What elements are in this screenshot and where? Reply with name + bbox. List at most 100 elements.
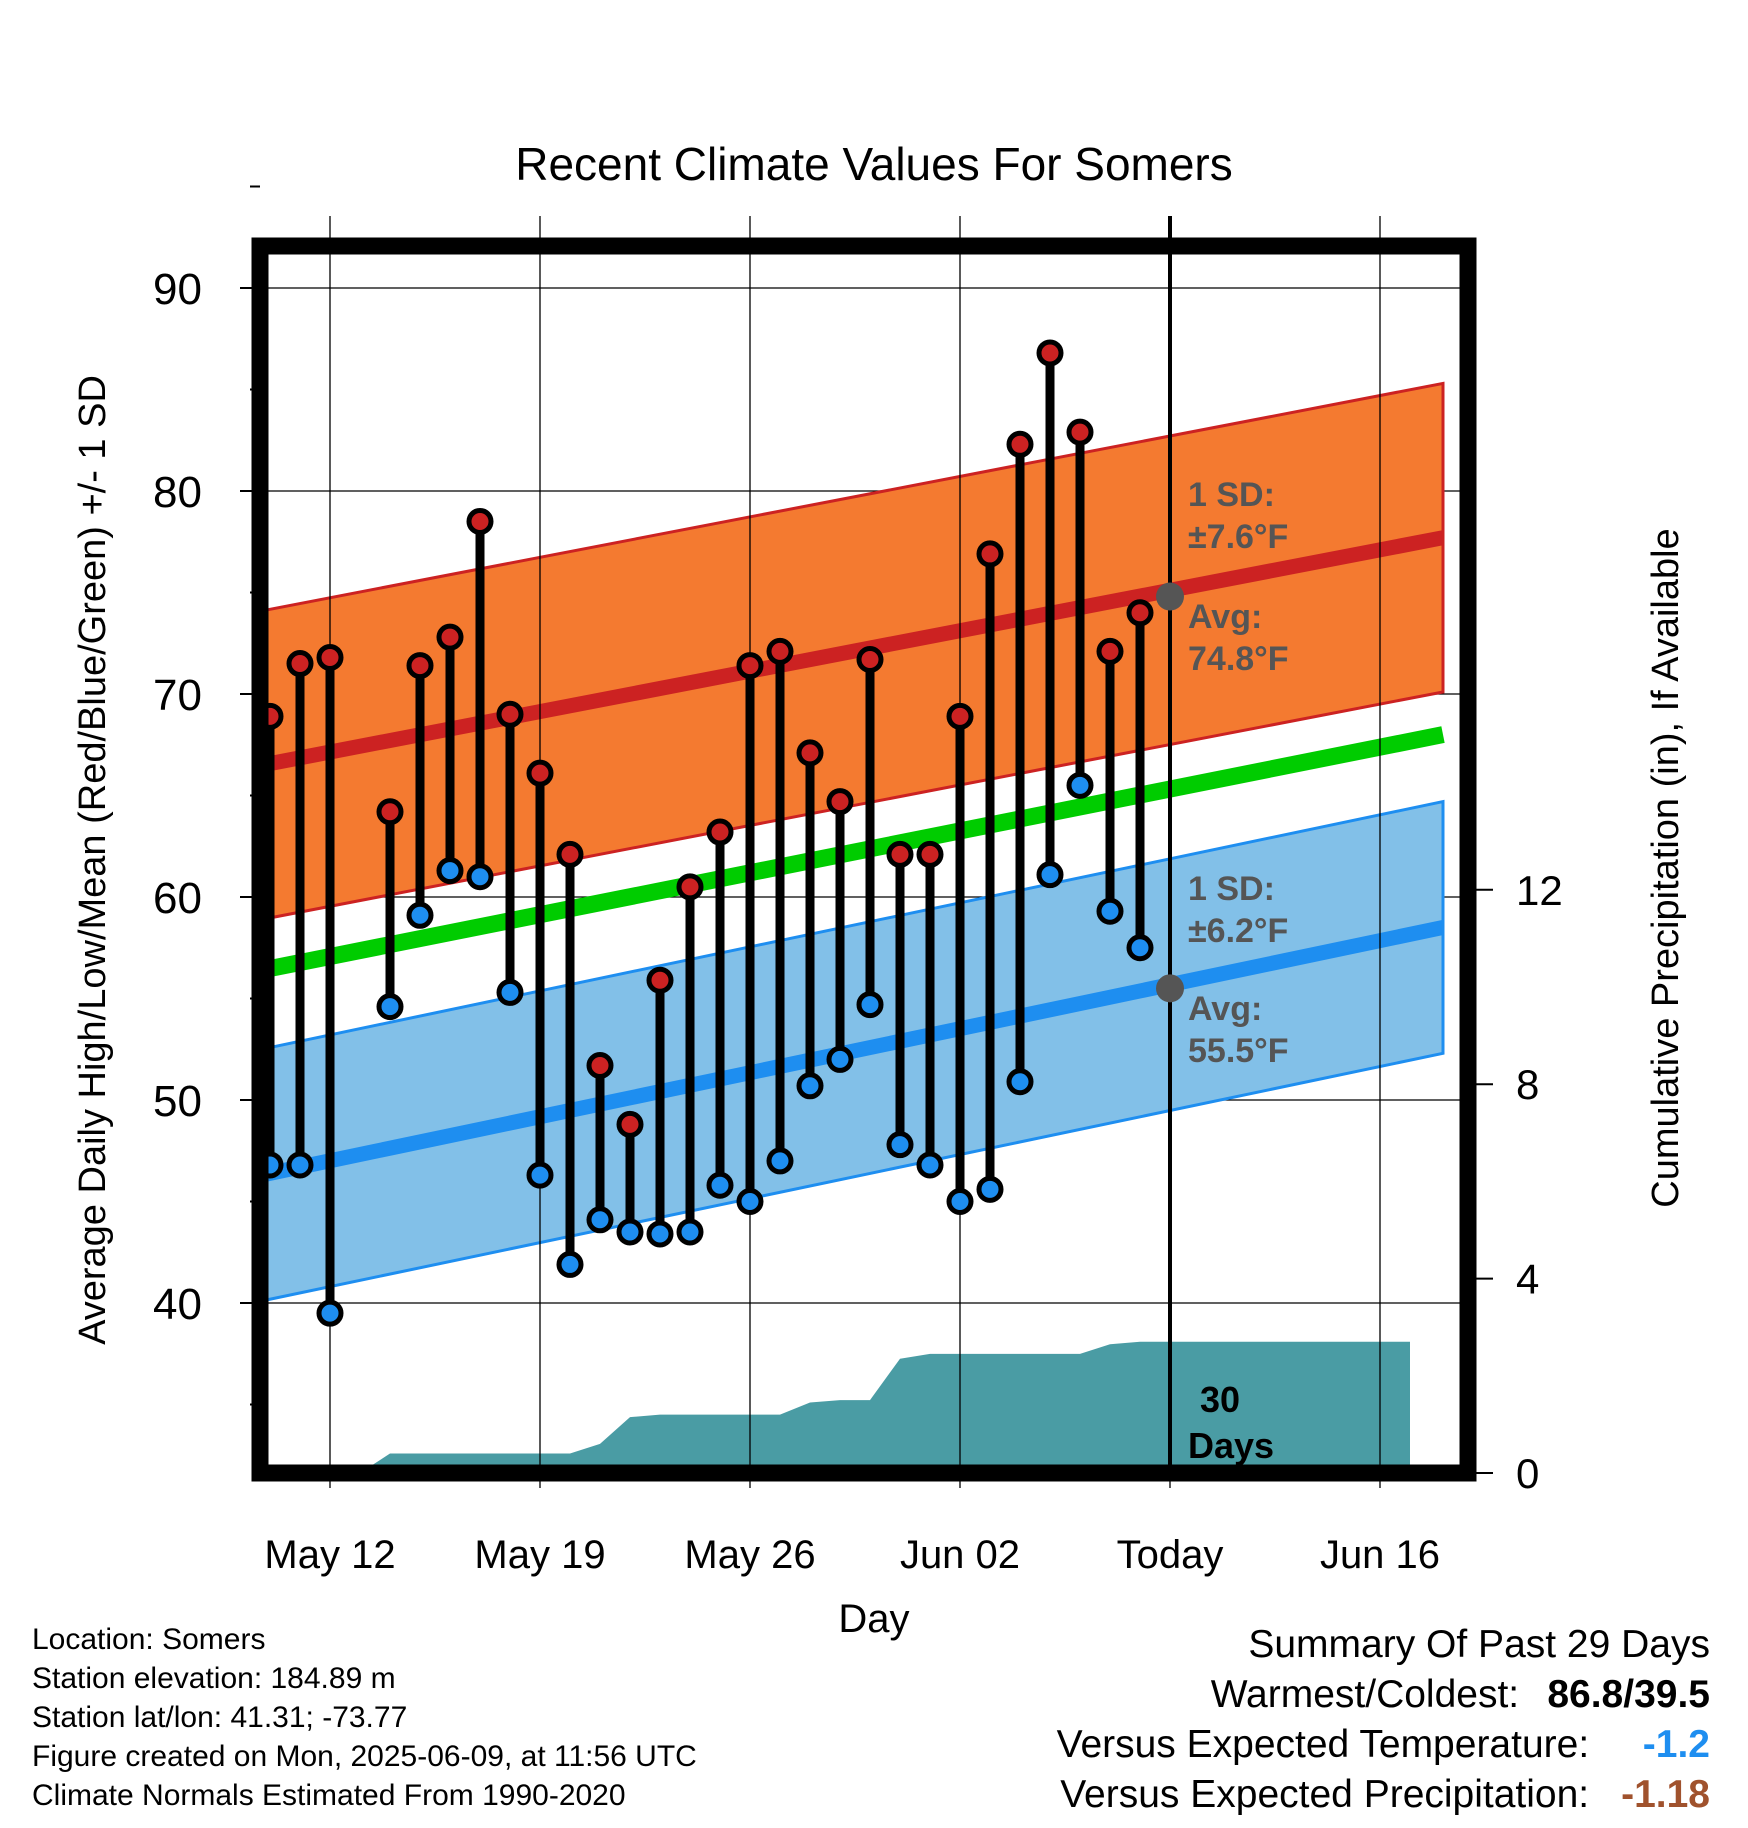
daily-high-point	[1036, 339, 1064, 367]
daily-high-point	[616, 1110, 644, 1138]
summary-panel: Summary Of Past 29 Days Warmest/Coldest:…	[1057, 1620, 1710, 1820]
daily-high-point	[646, 966, 674, 994]
low-avg-value: 55.5°F	[1188, 1032, 1289, 1070]
daily-low-point	[586, 1206, 614, 1234]
x-tick-label: Jun 16	[1320, 1533, 1440, 1577]
daily-high-point	[946, 702, 974, 730]
y-tick-label: 50	[153, 1077, 202, 1126]
high-avg-label: Avg:	[1188, 598, 1262, 636]
daily-low-point	[796, 1072, 824, 1100]
temp-row: Versus Expected Temperature: -1.2	[1057, 1720, 1710, 1770]
station-info: Location: Somers Station elevation: 184.…	[32, 1620, 697, 1815]
daily-high-point	[976, 540, 1004, 568]
y-tick-label: 90	[153, 265, 202, 314]
daily-high-point	[916, 840, 944, 868]
x-tick-label: Jun 02	[900, 1533, 1020, 1577]
daily-high-point	[586, 1051, 614, 1079]
daily-low-point	[886, 1131, 914, 1159]
daily-low-point	[766, 1147, 794, 1175]
chart-title: Recent Climate Values For Somers	[515, 138, 1233, 190]
daily-low-point	[616, 1218, 644, 1246]
precip-label: Versus Expected Precipitation:	[1060, 1773, 1590, 1816]
daily-low-point	[856, 991, 884, 1019]
temp-value: -1.2	[1642, 1723, 1710, 1766]
summary-heading: Summary Of Past 29 Days	[1248, 1623, 1710, 1666]
high-sd-label: 1 SD:	[1188, 476, 1275, 514]
daily-low-point	[676, 1218, 704, 1246]
warm-cold-value: 86.8/39.5	[1547, 1673, 1710, 1716]
low-sd-label: 1 SD:	[1188, 870, 1275, 908]
days-label: Days	[1188, 1425, 1274, 1466]
today-high-avg-marker	[1156, 582, 1184, 611]
daily-high-point	[736, 652, 764, 680]
y2-axis-label: Cumulative Precipitation (in), If Availa…	[1645, 528, 1687, 1207]
daily-high-point	[796, 739, 824, 767]
y-tick-label: 60	[153, 874, 202, 923]
daily-high-point	[496, 700, 524, 728]
daily-high-point	[706, 818, 734, 846]
normal-mean-line	[260, 726, 1445, 980]
x-tick-label: May 19	[474, 1533, 605, 1577]
daily-high-point	[1066, 418, 1094, 446]
daily-high-point	[766, 637, 794, 665]
daily-low-point	[1126, 934, 1154, 962]
daily-low-point	[646, 1220, 674, 1248]
daily-high-point	[676, 873, 704, 901]
warm-cold-label: Warmest/Coldest:	[1210, 1673, 1520, 1716]
plot-frame	[251, 237, 1477, 1482]
daily-high-point	[316, 643, 344, 671]
y-tick-label: 80	[153, 468, 202, 517]
x-axis-label: Day	[838, 1597, 909, 1641]
low-sd-value: ±6.2°F	[1188, 912, 1288, 950]
y-tick-label: 40	[153, 1280, 202, 1329]
warm-cold-row: Warmest/Coldest: 86.8/39.5	[1057, 1670, 1710, 1720]
daily-low-point	[496, 978, 524, 1006]
daily-low-point	[706, 1171, 734, 1199]
daily-low-point	[316, 1299, 344, 1327]
daily-high-point	[1096, 637, 1124, 665]
daily-low-point	[556, 1250, 584, 1278]
normals-text: Climate Normals Estimated From 1990-2020	[32, 1779, 626, 1812]
y2-tick-label: 8	[1516, 1061, 1539, 1108]
daily-low-point	[286, 1151, 314, 1179]
precip-value: -1.18	[1621, 1773, 1710, 1816]
daily-high-point	[856, 645, 884, 673]
daily-low-point	[466, 863, 494, 891]
x-tick-label: May 26	[684, 1533, 815, 1577]
daily-low-point	[976, 1175, 1004, 1203]
daily-low-point	[736, 1188, 764, 1215]
daily-low-point	[1006, 1068, 1034, 1096]
daily-high-point	[466, 507, 494, 535]
daily-low-point	[946, 1188, 974, 1215]
today-low-avg-marker	[1156, 974, 1184, 1003]
daily-low-point	[1066, 771, 1094, 799]
high-sd-value: ±7.6°F	[1188, 518, 1288, 556]
precip-row: Versus Expected Precipitation: -1.18	[1057, 1770, 1710, 1820]
latlon-text: Station lat/lon: 41.31; -73.77	[32, 1701, 408, 1734]
daily-low-point	[376, 993, 404, 1021]
daily-high-point	[1006, 430, 1034, 458]
daily-high-point	[376, 798, 404, 826]
daily-high-point	[826, 788, 854, 816]
daily-high-point	[886, 840, 914, 868]
x-tick-label: Today	[1117, 1533, 1224, 1577]
days-number: 30	[1200, 1379, 1240, 1420]
low-avg-label: Avg:	[1188, 990, 1262, 1028]
created-text: Figure created on Mon, 2025-06-09, at 11…	[32, 1740, 697, 1773]
location-text: Location: Somers	[32, 1623, 266, 1656]
daily-low-point	[1096, 897, 1124, 925]
daily-low-point	[826, 1045, 854, 1073]
daily-high-point	[406, 652, 434, 680]
daily-high-point	[436, 623, 464, 651]
precip-area	[270, 1341, 1410, 1473]
daily-low-point	[526, 1161, 554, 1189]
elevation-text: Station elevation: 184.89 m	[32, 1662, 396, 1695]
daily-low-point	[406, 901, 434, 929]
daily-low-point	[1036, 861, 1064, 889]
daily-low-point	[916, 1151, 944, 1179]
y2-tick-label: 4	[1516, 1256, 1539, 1303]
y2-tick-label: 12	[1516, 867, 1563, 914]
y-tick-label: 70	[153, 671, 202, 720]
daily-high-point	[1126, 599, 1154, 627]
